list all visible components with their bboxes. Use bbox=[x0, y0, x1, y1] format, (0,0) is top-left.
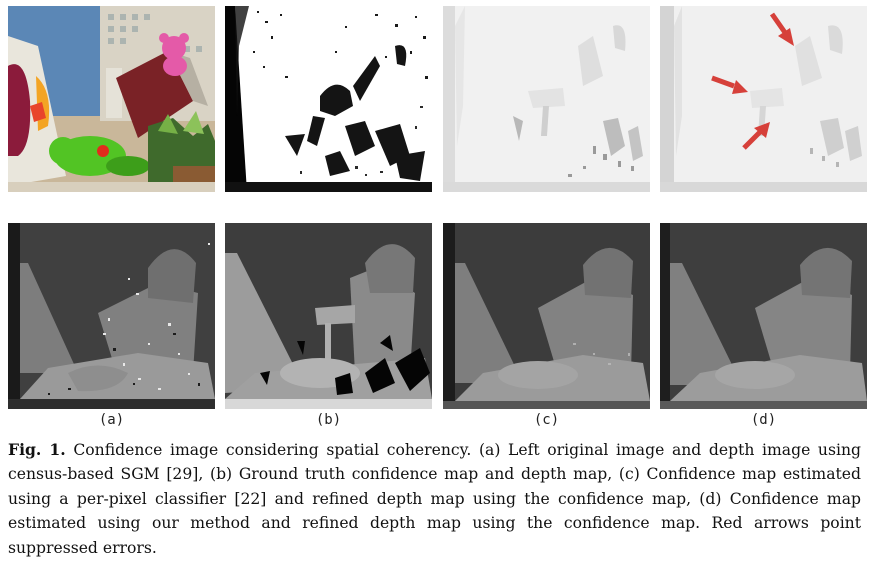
subfigure-label-a: (a) bbox=[98, 412, 125, 428]
subfigure-label-c: (c) bbox=[533, 412, 560, 428]
subfigure-label-b: (b) bbox=[315, 412, 342, 428]
caption-text: Confidence image considering spatial coh… bbox=[8, 441, 861, 557]
red-arrow-icon bbox=[711, 75, 748, 94]
panel-b-ground-truth-confidence-map bbox=[225, 6, 432, 192]
panel-a-sgm-depth-map bbox=[8, 223, 215, 409]
figure-caption: Fig. 1. Confidence image considering spa… bbox=[8, 438, 861, 560]
panel-a-original-image bbox=[8, 6, 215, 192]
panel-c-per-pixel-confidence-map bbox=[443, 6, 650, 192]
panel-b-ground-truth-depth-map bbox=[225, 223, 432, 409]
red-arrow-icon bbox=[742, 122, 770, 150]
figure-number: Fig. 1. bbox=[8, 440, 66, 459]
red-arrow-icon bbox=[769, 12, 794, 46]
panel-c-refined-depth-map bbox=[443, 223, 650, 409]
panel-d-our-method-confidence-map bbox=[660, 6, 867, 192]
subfigure-label-d: (d) bbox=[750, 412, 777, 428]
panel-d-our-refined-depth-map bbox=[660, 223, 867, 409]
